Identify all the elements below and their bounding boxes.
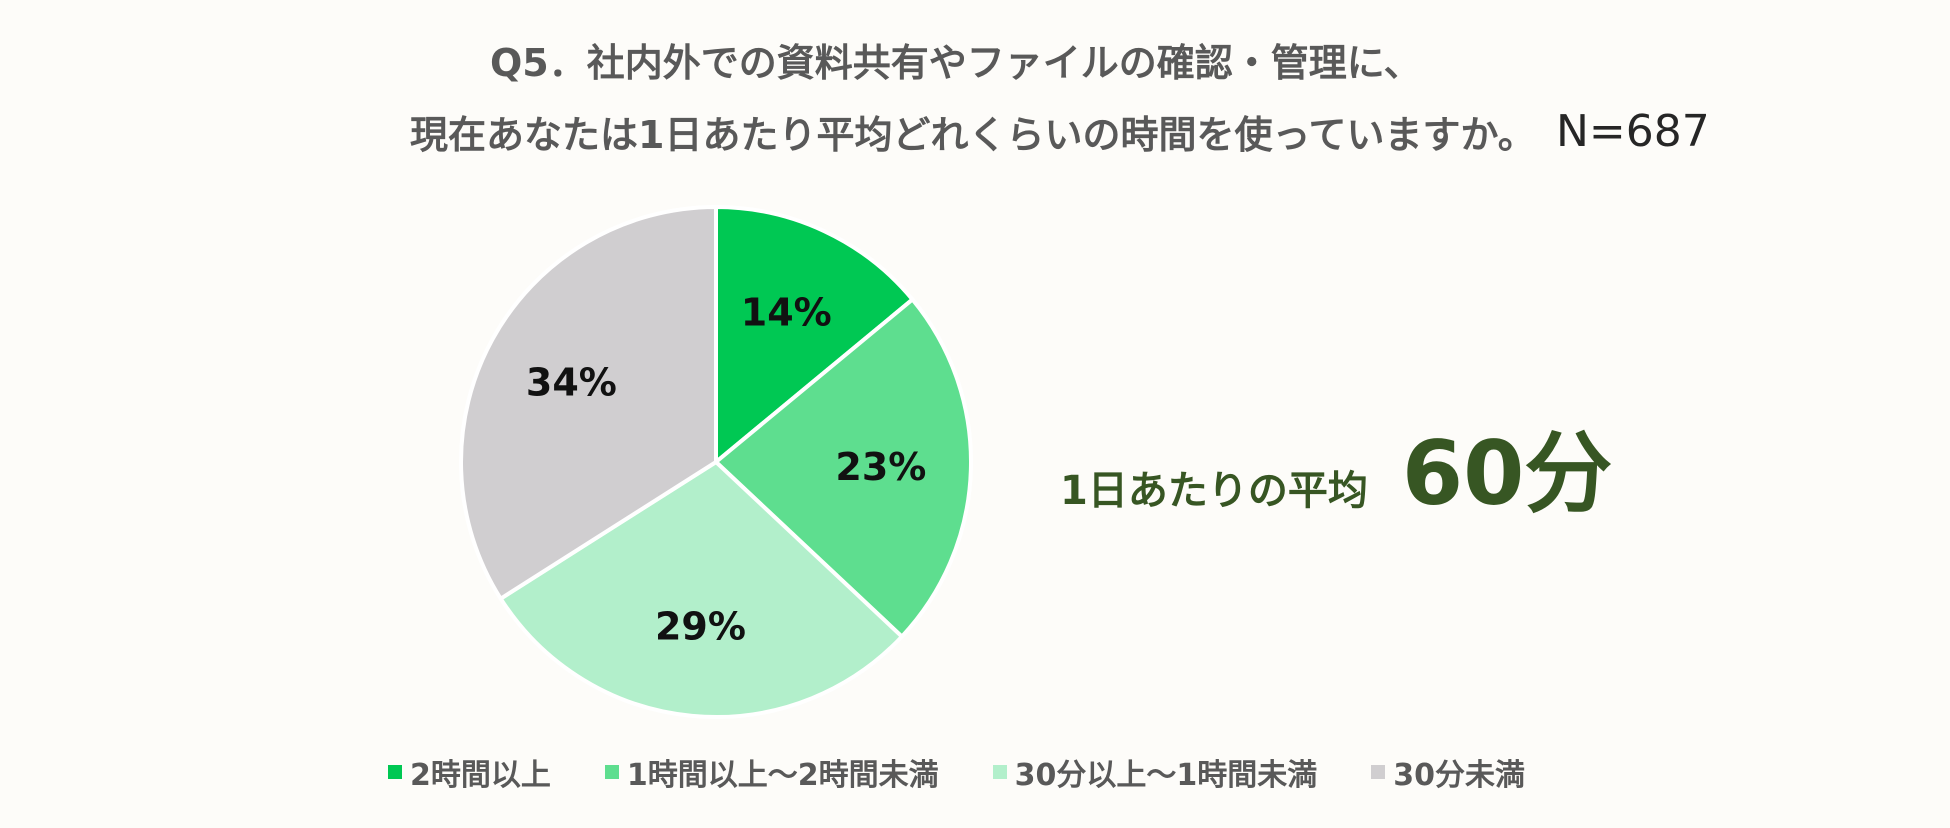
legend-swatch bbox=[1371, 765, 1386, 779]
legend-item: 1時間以上～2時間未満 bbox=[604, 750, 939, 794]
legend-item: 30分未満 bbox=[1371, 750, 1525, 794]
legend-label: 30分未満 bbox=[1393, 758, 1525, 793]
slice-data-label: 34% bbox=[526, 361, 617, 405]
average-summary: 1日あたりの平均 60分 bbox=[1060, 430, 1612, 518]
pie-slice bbox=[459, 205, 718, 601]
pie-slice bbox=[714, 297, 973, 639]
chart-title-line-1: Q5．社内外での資料共有やファイルの確認・管理に、 bbox=[490, 41, 1422, 85]
legend-swatch bbox=[992, 765, 1007, 779]
legend-item: 30分以上～1時間未満 bbox=[992, 750, 1318, 794]
chart-legend: 2時間以上 1時間以上～2時間未満 30分以上～1時間未満 30分未満 bbox=[388, 750, 1579, 794]
pie-slice bbox=[498, 460, 904, 719]
sample-size-label: N=687 bbox=[1556, 106, 1710, 157]
legend-label: 30分以上～1時間未満 bbox=[1014, 758, 1318, 793]
legend-swatch bbox=[604, 765, 619, 779]
legend-item: 2時間以上 bbox=[388, 750, 551, 794]
legend-label: 1時間以上～2時間未満 bbox=[626, 758, 939, 793]
slice-data-label: 29% bbox=[655, 604, 746, 648]
pie-slice bbox=[714, 205, 915, 464]
legend-label: 2時間以上 bbox=[410, 758, 551, 793]
average-caption: 1日あたりの平均 bbox=[1060, 468, 1368, 514]
slice-data-label: 14% bbox=[741, 291, 832, 335]
legend-swatch bbox=[388, 765, 402, 779]
chart-title-line-2: 現在あなたは1日あたり平均どれくらいの時間を使っていますか。 bbox=[410, 113, 1536, 157]
average-value: 60分 bbox=[1401, 422, 1613, 525]
slice-data-label: 23% bbox=[835, 445, 926, 489]
